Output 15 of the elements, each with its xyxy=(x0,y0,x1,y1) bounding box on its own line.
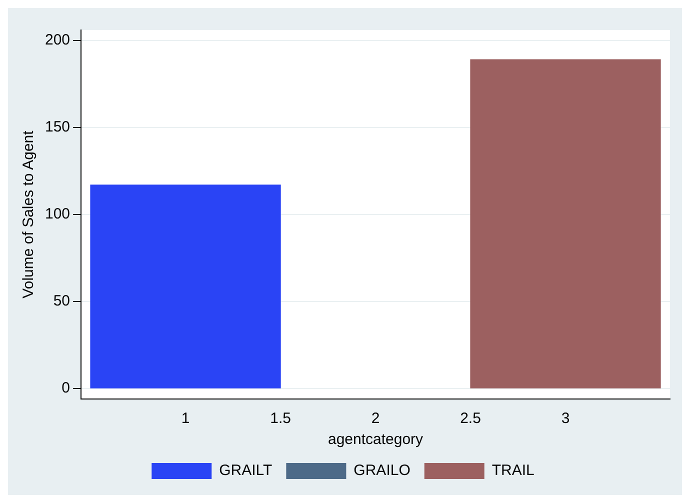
y-tick-label: 50 xyxy=(53,292,70,310)
x-tick-label: 1 xyxy=(181,410,190,428)
y-tick-label: 200 xyxy=(44,32,70,49)
legend-label: GRAILT xyxy=(219,462,272,480)
y-tick-label: 100 xyxy=(44,206,70,223)
x-tick-label: 2 xyxy=(371,410,380,428)
x-tick-label: 1.5 xyxy=(270,410,291,428)
legend-label: GRAILO xyxy=(354,462,410,480)
x-tick-label: 3 xyxy=(561,410,570,428)
legend-label: TRAIL xyxy=(492,462,534,480)
x-tick-label: 2.5 xyxy=(460,410,481,428)
y-axis-title: Volume of Sales to Agent xyxy=(20,130,38,298)
y-tick-label: 0 xyxy=(62,380,70,397)
y-tick-label: 150 xyxy=(44,118,70,136)
x-axis-title: agentcategory xyxy=(328,431,424,448)
